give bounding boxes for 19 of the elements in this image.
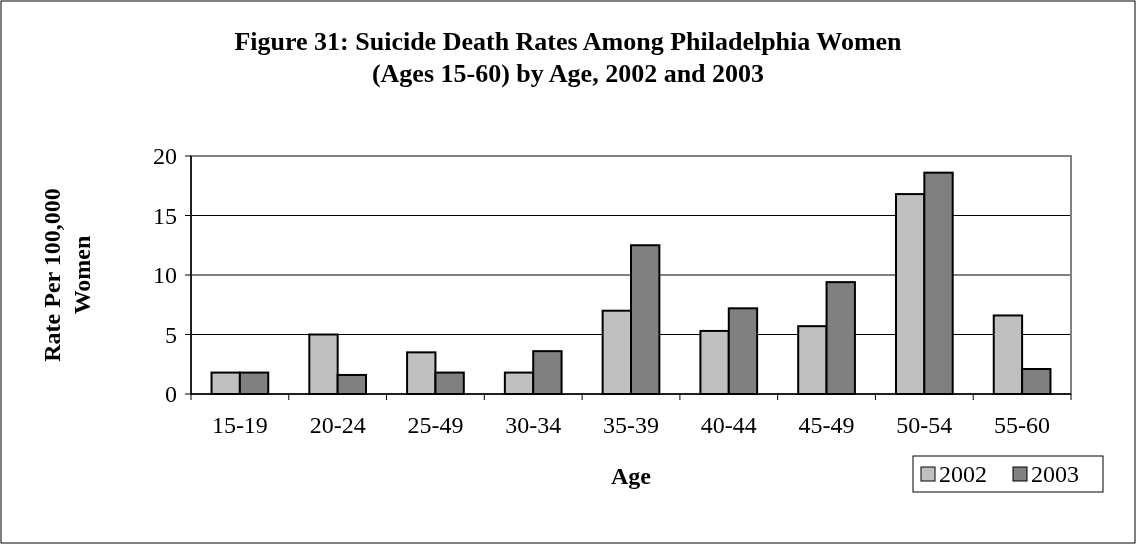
legend-label: 2002: [939, 461, 987, 487]
y-tick-label: 5: [165, 321, 177, 348]
chart-title: Figure 31: Suicide Death Rates Among Philadelphia Women (Ages 15-60) by Age, 2002 and 2003: [234, 27, 903, 88]
x-tick-label: 20-24: [309, 412, 366, 438]
y-tick-label: 15: [153, 202, 177, 229]
x-tick-label: 15-19: [211, 412, 268, 438]
y-tick-label: 10: [153, 262, 177, 289]
legend-label: 2003: [1031, 461, 1079, 487]
x-tick-label: 50-54: [896, 412, 953, 438]
y-axis-title: Rate Per 100,000 Women: [39, 188, 95, 362]
x-tick-label: 35-39: [603, 412, 659, 438]
x-tick-label: 25-49: [407, 412, 464, 438]
y-tick-label: 0: [165, 381, 177, 408]
y-tick-label: 20: [153, 143, 177, 170]
x-axis-title: Age: [611, 463, 652, 489]
x-tick-label: 40-44: [700, 412, 757, 438]
x-tick-label: 45-49: [798, 412, 855, 438]
x-tick-label: 30-34: [505, 412, 562, 438]
x-tick-label: 55-60: [994, 412, 1051, 438]
